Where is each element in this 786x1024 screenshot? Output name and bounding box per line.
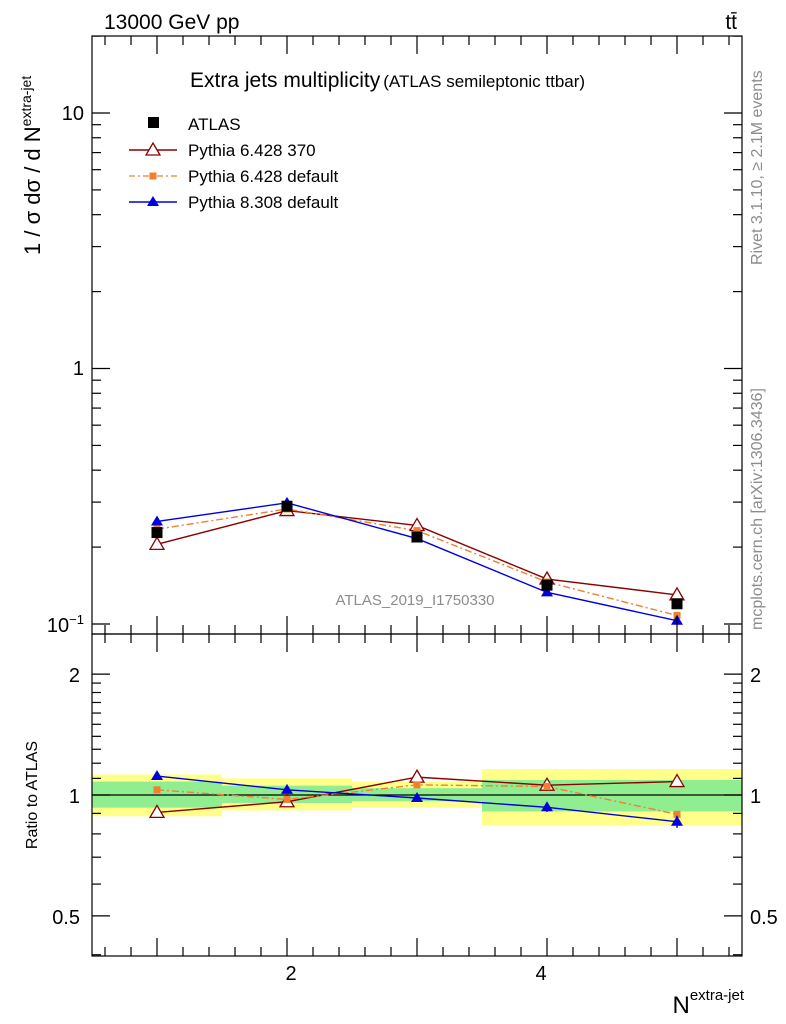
main-panel: 10 1 10−1 1 / σ dσ / d Nextra-jet Extra … bbox=[18, 35, 743, 637]
header-process-label: tt̄ bbox=[725, 11, 737, 34]
main-point-pythia-6-428-370 bbox=[148, 536, 166, 550]
ratio-axis-ticks bbox=[92, 634, 742, 956]
main-point-atlas bbox=[411, 531, 423, 543]
ratio-point-pythia-6-428-default bbox=[543, 782, 551, 790]
ratio-point-pythia-6-428-default bbox=[673, 810, 681, 818]
ratio-point-pythia-6-428-default bbox=[283, 795, 291, 803]
ratio-ytick-right-0-5: 0.5 bbox=[750, 907, 778, 929]
legend-entry-pythia6-default: Pythia 6.428 default bbox=[129, 167, 339, 186]
ratio-point-pythia-8-308-default bbox=[151, 770, 163, 781]
legend-label-pythia8-default: Pythia 8.308 default bbox=[188, 193, 339, 212]
mcplots-label: mcplots.cern.ch [arXiv:1306.3436] bbox=[749, 388, 766, 630]
main-point-atlas bbox=[671, 598, 683, 610]
legend-label-atlas: ATLAS bbox=[188, 115, 241, 134]
legend-marker-atlas bbox=[148, 117, 159, 128]
legend-marker-pythia8-default bbox=[147, 196, 159, 206]
ratio-point-pythia-8-308-default bbox=[411, 791, 423, 802]
analysis-watermark: ATLAS_2019_I1750330 bbox=[335, 592, 494, 609]
main-y-axis-label: 1 / σ dσ / d Nextra-jet bbox=[18, 76, 45, 255]
ratio-point-pythia-6-428-default bbox=[413, 781, 421, 789]
main-title: Extra jets multiplicity (ATLAS semilepton… bbox=[190, 69, 585, 92]
main-point-atlas bbox=[541, 579, 553, 591]
main-ytick-10: 10 bbox=[62, 103, 84, 125]
legend-marker-pythia6-default bbox=[149, 172, 157, 180]
legend-marker-pythia6-370 bbox=[144, 141, 162, 156]
ratio-ytick-left-2: 2 bbox=[69, 665, 80, 687]
legend-entry-pythia6-370: Pythia 6.428 370 bbox=[129, 141, 316, 160]
main-point-pythia-8-308-default bbox=[541, 586, 553, 597]
ratio-point-pythia-8-308-default bbox=[671, 815, 683, 826]
rivet-version-label: Rivet 3.1.10, ≥ 2.1M events bbox=[749, 70, 766, 265]
ratio-ytick-left-0-5: 0.5 bbox=[52, 907, 80, 929]
legend-entry-pythia8-default: Pythia 8.308 default bbox=[129, 193, 339, 212]
ratio-panel: 2 1 0.5 2 1 0.5 Ratio to ATLAS 2 4 Nextr… bbox=[24, 633, 778, 1019]
main-point-pythia-8-308-default bbox=[151, 515, 163, 526]
ratio-xtick-4: 4 bbox=[535, 963, 546, 985]
main-ytick-0-1: 10−1 bbox=[47, 612, 84, 637]
main-ytick-1: 1 bbox=[73, 358, 84, 380]
ratio-ytick-right-1: 1 bbox=[750, 786, 761, 808]
ratio-point-pythia-6-428-370 bbox=[148, 804, 166, 819]
main-point-atlas bbox=[281, 500, 293, 512]
ratio-point-pythia-6-428-default bbox=[153, 786, 161, 794]
ratio-y-axis-label: Ratio to ATLAS bbox=[24, 741, 41, 849]
legend: ATLAS Pythia 6.428 370 Pythia 6.428 defa… bbox=[129, 115, 339, 212]
legend-entry-atlas: ATLAS bbox=[148, 115, 241, 134]
main-axis-ticks bbox=[92, 35, 742, 634]
header-energy-label: 13000 GeV pp bbox=[104, 11, 239, 34]
x-axis-label: Nextra-jet bbox=[672, 987, 744, 1019]
legend-label-pythia6-default: Pythia 6.428 default bbox=[188, 167, 339, 186]
ratio-xtick-2: 2 bbox=[285, 963, 296, 985]
main-point-pythia-6-428-default bbox=[413, 527, 421, 535]
ratio-point-pythia-6-428-370 bbox=[668, 773, 686, 788]
ratio-ytick-left-1: 1 bbox=[69, 786, 80, 808]
main-point-atlas bbox=[151, 527, 163, 539]
ratio-ytick-right-2: 2 bbox=[750, 665, 761, 687]
ratio-point-pythia-8-308-default bbox=[281, 783, 293, 794]
legend-label-pythia6-370: Pythia 6.428 370 bbox=[188, 141, 316, 160]
ratio-point-pythia-8-308-default bbox=[541, 801, 553, 812]
ratio-point-pythia-6-428-370 bbox=[408, 768, 426, 783]
